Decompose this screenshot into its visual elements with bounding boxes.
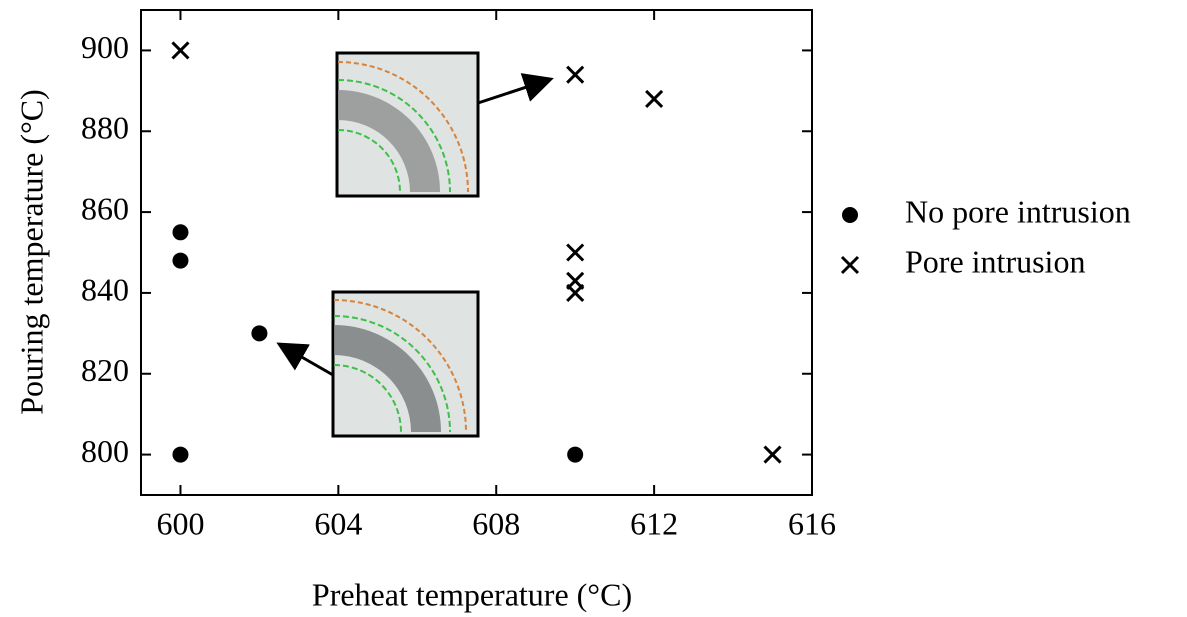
y-tick-label: 840 <box>81 271 129 307</box>
inset-bottom <box>331 290 480 438</box>
y-tick-label: 900 <box>81 29 129 65</box>
point <box>172 252 189 269</box>
legend-label: Pore intrusion <box>905 243 1085 279</box>
x-tick-label: 604 <box>314 505 362 541</box>
point <box>172 446 189 463</box>
x-axis-label: Preheat temperature (°C) <box>312 576 632 612</box>
point <box>171 41 190 60</box>
y-tick-label: 880 <box>81 110 129 146</box>
x-tick-label: 600 <box>156 505 204 541</box>
point <box>566 65 585 84</box>
arrow <box>276 342 334 377</box>
y-axis-label: Pouring temperature (°C) <box>13 89 49 415</box>
point <box>566 283 585 302</box>
legend-marker <box>840 255 860 275</box>
legend-marker <box>842 207 858 223</box>
point <box>172 224 189 241</box>
point <box>763 445 782 464</box>
y-tick-label: 820 <box>81 352 129 388</box>
point <box>251 325 268 342</box>
y-tick-label: 860 <box>81 190 129 226</box>
legend-label: No pore intrusion <box>905 193 1131 229</box>
plot-frame <box>140 9 813 496</box>
point <box>567 446 584 463</box>
point <box>645 89 664 108</box>
x-tick-label: 616 <box>788 505 836 541</box>
point <box>566 243 585 262</box>
x-tick-label: 612 <box>630 505 678 541</box>
arrow <box>477 73 554 105</box>
y-tick-label: 800 <box>81 433 129 469</box>
x-tick-label: 608 <box>472 505 520 541</box>
inset-top <box>335 51 480 198</box>
